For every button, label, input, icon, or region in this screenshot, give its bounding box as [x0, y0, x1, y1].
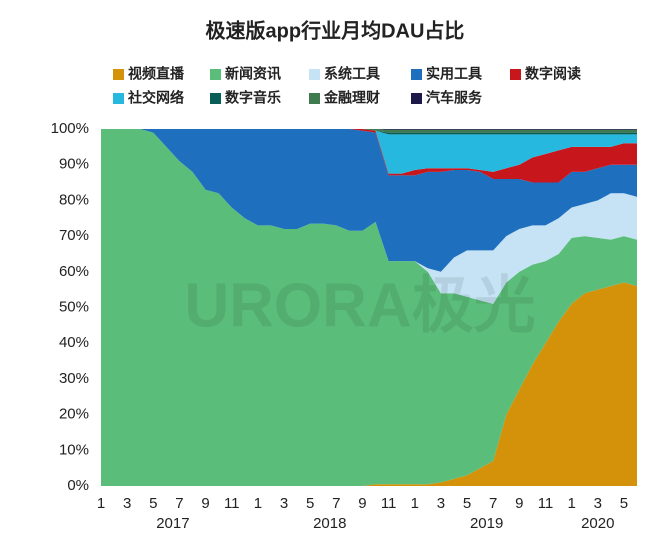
x-tick-label: 9 — [515, 495, 523, 512]
y-tick-label: 50% — [59, 298, 89, 315]
legend-label: 数字音乐 — [225, 90, 281, 106]
y-tick-label: 20% — [59, 406, 89, 423]
legend-swatch — [309, 69, 320, 80]
plot-area — [101, 129, 637, 486]
y-tick-label: 80% — [59, 191, 89, 208]
legend-label: 汽车服务 — [426, 90, 483, 106]
x-tick-label: 9 — [201, 495, 209, 512]
x-tick-label: 1 — [97, 495, 105, 512]
x-tick-label: 7 — [175, 495, 183, 512]
area — [101, 129, 637, 174]
legend-swatch — [411, 69, 422, 80]
legend-label: 数字阅读 — [525, 66, 581, 82]
area — [101, 129, 637, 130]
legend-swatch — [113, 69, 124, 80]
legend-label: 金融理财 — [323, 90, 380, 106]
x-tick-label: 1 — [254, 495, 262, 512]
y-tick-label: 40% — [59, 334, 89, 351]
x-tick-label: 3 — [123, 495, 131, 512]
x-tick-label: 3 — [594, 495, 602, 512]
y-tick-label: 60% — [59, 263, 89, 280]
x-tick-label: 7 — [332, 495, 340, 512]
legend-label: 新闻资讯 — [225, 66, 281, 82]
x-tick-label: 11 — [538, 495, 554, 512]
year-label: 2019 — [470, 515, 503, 532]
y-tick-label: 100% — [51, 120, 89, 137]
x-tick-label: 1 — [411, 495, 419, 512]
y-tick-label: 0% — [67, 477, 89, 494]
x-tick-label: 5 — [306, 495, 314, 512]
legend-swatch — [309, 93, 320, 104]
y-tick-label: 10% — [59, 441, 89, 458]
area — [101, 129, 637, 133]
chart-title: 极速版app行业月均DAU占比 — [206, 18, 465, 42]
legend-swatch — [113, 93, 124, 104]
legend-swatch — [411, 93, 422, 104]
legend-swatch — [210, 93, 221, 104]
x-tick-label: 11 — [381, 495, 397, 512]
legend-label: 社交网络 — [127, 90, 184, 106]
area — [101, 129, 637, 486]
area — [101, 129, 637, 304]
x-tick-label: 1 — [567, 495, 575, 512]
area — [101, 282, 637, 486]
x-tick-label: 5 — [620, 495, 628, 512]
x-tick-label: 5 — [463, 495, 471, 512]
legend-label: 实用工具 — [426, 66, 482, 82]
y-tick-label: 30% — [59, 370, 89, 387]
x-tick-label: 5 — [149, 495, 157, 512]
area — [101, 129, 637, 272]
x-tick-label: 3 — [437, 495, 445, 512]
year-label: 2017 — [156, 515, 189, 532]
x-tick-label: 11 — [224, 495, 240, 512]
x-tick-label: 3 — [280, 495, 288, 512]
year-label: 2018 — [313, 515, 346, 532]
x-tick-label: 7 — [489, 495, 497, 512]
area — [101, 129, 637, 135]
legend-label: 视频直播 — [128, 66, 185, 82]
legend-label: 系统工具 — [324, 66, 380, 82]
y-tick-label: 90% — [59, 156, 89, 173]
watermark: URORA极光 — [184, 271, 535, 340]
year-label: 2020 — [581, 515, 614, 532]
y-tick-label: 70% — [59, 227, 89, 244]
legend-swatch — [510, 69, 521, 80]
legend-swatch — [210, 69, 221, 80]
x-tick-label: 9 — [358, 495, 366, 512]
